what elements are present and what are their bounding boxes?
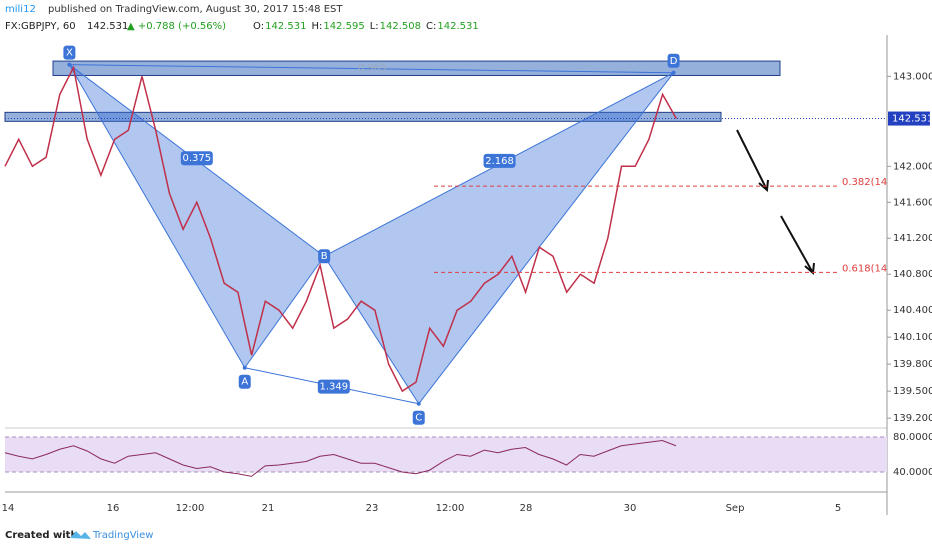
x-tick-label: 12:00 bbox=[176, 503, 205, 514]
ratio-bg bbox=[483, 153, 516, 168]
y-tick-label: 139.200 bbox=[893, 413, 932, 424]
rsi-line bbox=[4, 439, 677, 477]
fib-label: 0.382(14 bbox=[842, 177, 887, 188]
ratio-label: 2.168 bbox=[485, 156, 514, 167]
pattern-point bbox=[671, 70, 676, 75]
y-tick-label: 139.500 bbox=[893, 386, 932, 397]
ohlc-label: O: bbox=[253, 21, 264, 32]
ohlc-label: H: bbox=[311, 21, 322, 32]
y-tick-label: 141.600 bbox=[893, 197, 932, 208]
point-label-bg bbox=[238, 374, 251, 389]
ohlc-value: 142.595 bbox=[323, 21, 364, 32]
logo bbox=[70, 531, 91, 539]
y-tick-label: 143.000 bbox=[893, 71, 932, 82]
symbol: FX:GBPJPY, 60 bbox=[5, 21, 76, 32]
y-tick-label: 141.200 bbox=[893, 233, 932, 244]
ohlc-label: L: bbox=[370, 21, 379, 32]
y-tick-label: 142.000 bbox=[893, 161, 932, 172]
point-label: D bbox=[670, 56, 678, 67]
ratio-bg bbox=[317, 379, 350, 394]
y-tick-label: 140.100 bbox=[893, 332, 932, 343]
x-tick-label: 21 bbox=[262, 503, 275, 514]
point-label-bg bbox=[667, 53, 680, 68]
arrows bbox=[736, 129, 815, 276]
point-label: A bbox=[241, 377, 248, 388]
ratio-bg bbox=[180, 151, 213, 166]
x-tick-label: 12:00 bbox=[436, 503, 465, 514]
current-price-bg bbox=[888, 111, 930, 126]
price-line bbox=[4, 65, 677, 393]
point-label: B bbox=[321, 251, 328, 262]
last-price: 142.531 bbox=[87, 21, 128, 32]
x-tick-label: 23 bbox=[366, 503, 379, 514]
pattern-line bbox=[69, 64, 674, 74]
x-tick-label: 28 bbox=[520, 503, 533, 514]
y-tick-label: 140.800 bbox=[893, 269, 932, 280]
current-price-label: 142.531 bbox=[892, 114, 932, 125]
y-tick-label: 139.800 bbox=[893, 359, 932, 370]
pattern-point bbox=[416, 401, 421, 406]
change: ▲ +0.788 (+0.56%) bbox=[127, 21, 226, 32]
rsi-band bbox=[5, 436, 887, 472]
rsi-tick-label: 80.0000 bbox=[893, 432, 932, 443]
y-tick-label: 140.400 bbox=[893, 305, 932, 316]
ohlc-value: 142.531 bbox=[437, 21, 478, 32]
x-tick-label: 16 bbox=[107, 503, 120, 514]
point-label: X bbox=[66, 48, 73, 59]
point-label-bg bbox=[318, 249, 331, 264]
user: mili12 bbox=[5, 4, 36, 15]
pattern-point bbox=[242, 365, 247, 370]
ratio-label: 1.349 bbox=[319, 382, 348, 393]
ohlc-value: 142.531 bbox=[265, 21, 306, 32]
point-label-bg bbox=[63, 45, 76, 60]
zone bbox=[4, 111, 722, 122]
x-tick-label: 30 bbox=[624, 503, 637, 514]
x-tick-label: 5 bbox=[835, 503, 841, 514]
pattern-point bbox=[67, 62, 72, 67]
point-label: C bbox=[415, 413, 422, 424]
footer-brand[interactable]: TradingView bbox=[92, 530, 153, 541]
fib-label: 0.618(14 bbox=[842, 263, 887, 274]
point-label-bg bbox=[412, 410, 425, 425]
ohlc-label: C: bbox=[426, 21, 436, 32]
ratio-label: 0.965 bbox=[358, 62, 387, 73]
rsi-tick-label: 40.0000 bbox=[893, 467, 932, 478]
ratio-label: 0.375 bbox=[182, 153, 211, 164]
ohlc-value: 142.508 bbox=[380, 21, 421, 32]
published: published on TradingView.com, August 30,… bbox=[48, 4, 343, 15]
x-tick-label: Sep bbox=[726, 503, 745, 514]
footer-created: Created with bbox=[5, 530, 78, 541]
x-tick-label: 14 bbox=[2, 503, 15, 514]
